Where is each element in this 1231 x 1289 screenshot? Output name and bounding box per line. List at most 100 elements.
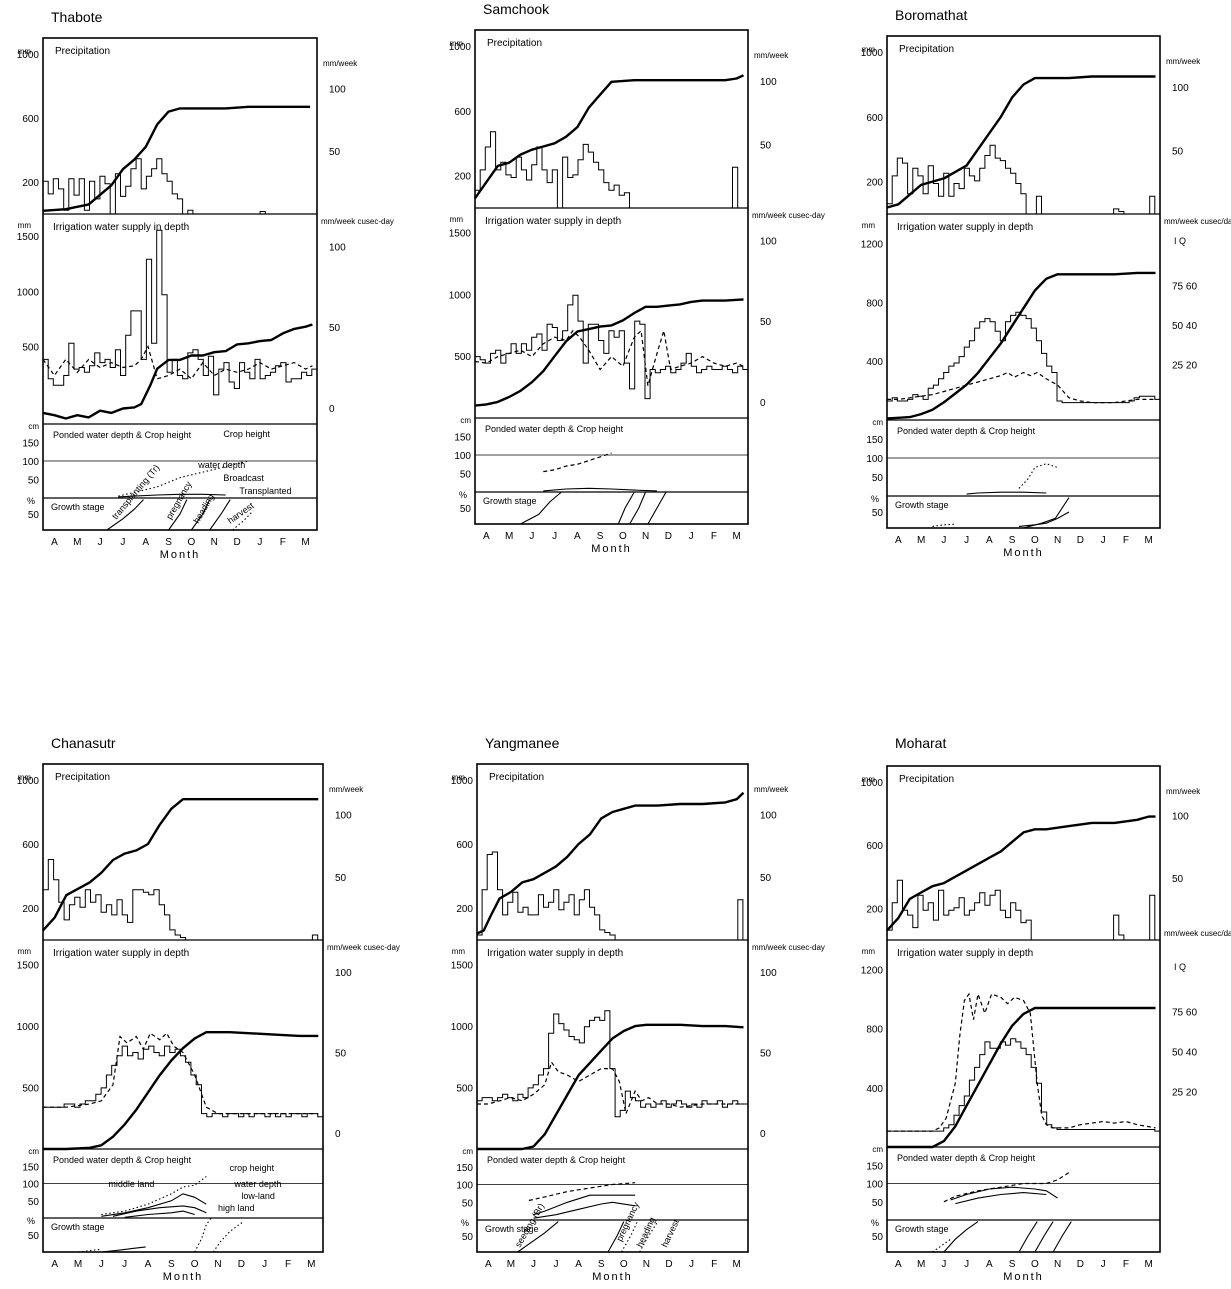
irr-right-tick: 75 60 bbox=[1172, 281, 1197, 292]
growth-tick: 50 bbox=[462, 1232, 474, 1243]
chart-frame bbox=[42, 37, 318, 531]
ponded-unit: cm bbox=[872, 1145, 883, 1154]
ponded-panel-label: Ponded water depth & Crop height bbox=[53, 430, 192, 440]
month-tick: A bbox=[51, 537, 58, 548]
precip-right-tick: 100 bbox=[329, 84, 346, 95]
irr-right-tick: 50 bbox=[760, 317, 772, 328]
irr-cumulative-line bbox=[887, 1006, 1156, 1149]
precip-left-tick: 200 bbox=[454, 172, 471, 183]
month-tick: O bbox=[1031, 535, 1039, 546]
month-tick: S bbox=[598, 1259, 605, 1270]
irr-right-tick: 100 bbox=[329, 242, 346, 253]
ponded-tick: 100 bbox=[22, 1180, 39, 1191]
precip-weekly-bars bbox=[43, 158, 317, 215]
irr-weekly-supply bbox=[43, 229, 317, 396]
irr-left-tick: 1200 bbox=[861, 966, 884, 977]
precip-right-unit: mm/week bbox=[1166, 787, 1201, 796]
irr-left-unit: mm bbox=[862, 221, 876, 230]
growth-stage-curve bbox=[190, 499, 211, 531]
month-tick: M bbox=[917, 535, 925, 546]
irr-right-unit: mm/week cusec-day bbox=[321, 217, 394, 226]
month-tick: M bbox=[307, 1259, 315, 1270]
irr-panel-label: Irrigation water supply in depth bbox=[485, 216, 621, 227]
ponded-panel-label: Ponded water depth & Crop height bbox=[897, 1153, 1036, 1163]
x-axis-label: Month bbox=[160, 549, 201, 561]
irr-left-tick: 800 bbox=[866, 298, 883, 309]
ponded-tick: 50 bbox=[872, 1198, 884, 1209]
irr-left-tick: 500 bbox=[456, 1084, 473, 1095]
month-tick: O bbox=[620, 1259, 628, 1270]
month-tick: D bbox=[238, 1259, 245, 1270]
ponded-dotted-line bbox=[118, 460, 249, 497]
ponded-unit: cm bbox=[28, 422, 39, 431]
precip-left-unit: mm bbox=[862, 775, 876, 784]
growth-stage-curve bbox=[621, 1221, 638, 1253]
ponded-unit: cm bbox=[28, 1147, 39, 1156]
x-axis-label: Month bbox=[591, 543, 632, 555]
growth-panel-label: Growth stage bbox=[485, 1224, 539, 1234]
ponded-solid-line bbox=[533, 1201, 636, 1219]
precip-panel-label: Precipitation bbox=[487, 38, 542, 49]
ponded-panel-label: Ponded water depth & Crop height bbox=[487, 1155, 626, 1165]
precip-weekly-bars bbox=[887, 144, 1160, 215]
ponded-tick: 150 bbox=[866, 435, 883, 446]
ponded-tick: 50 bbox=[28, 476, 40, 487]
month-tick: J bbox=[554, 1259, 559, 1270]
chart-annotation: heading bbox=[191, 492, 216, 525]
month-tick: S bbox=[168, 1259, 175, 1270]
growth-stage-curve bbox=[517, 1221, 559, 1253]
chart-title: Moharat bbox=[895, 735, 946, 751]
chart-chanasutr: ChanasutrPrecipitationmmmm/week100060020… bbox=[17, 735, 400, 1283]
ponded-unit: cm bbox=[460, 416, 471, 425]
month-tick: S bbox=[1009, 1259, 1016, 1270]
precip-right-tick: 50 bbox=[329, 147, 341, 158]
precip-panel-label: Precipitation bbox=[55, 772, 110, 783]
x-axis-label: Month bbox=[163, 1271, 204, 1283]
ponded-dashed-line bbox=[543, 452, 612, 473]
ponded-dotted-line bbox=[101, 1176, 207, 1216]
growth-stage-curve bbox=[1052, 1221, 1072, 1253]
month-tick: M bbox=[732, 531, 740, 542]
growth-panel-label: Growth stage bbox=[895, 1224, 949, 1234]
precip-right-tick: 100 bbox=[1172, 83, 1189, 94]
month-tick: N bbox=[211, 537, 218, 548]
month-tick: A bbox=[895, 535, 902, 546]
ponded-unit: cm bbox=[462, 1147, 473, 1156]
ponded-tick: 100 bbox=[456, 1181, 473, 1192]
ponded-solid-line bbox=[124, 1210, 195, 1218]
irr-cumulative-line bbox=[43, 1031, 319, 1151]
ponded-tick: 100 bbox=[22, 457, 39, 468]
precip-left-tick: 1000 bbox=[451, 776, 474, 787]
irr-left-tick: 1000 bbox=[17, 287, 40, 298]
irr-left-unit: mm bbox=[18, 947, 32, 956]
irr-cumulative-line bbox=[474, 298, 744, 407]
chart-annotation: Transplanted bbox=[239, 486, 291, 496]
irr-left-tick: 500 bbox=[454, 352, 471, 363]
irr-right-tick: 50 40 bbox=[1172, 321, 1197, 332]
growth-stage-curve bbox=[1018, 511, 1070, 527]
precip-panel-label: Precipitation bbox=[55, 46, 110, 57]
chart-annotation: water depth bbox=[233, 1179, 281, 1189]
growth-stage-curve bbox=[943, 1221, 979, 1253]
ponded-dashed-line bbox=[528, 1182, 636, 1202]
month-tick: O bbox=[188, 537, 196, 548]
precip-right-tick: 100 bbox=[760, 810, 777, 821]
ponded-dotted-line bbox=[1018, 463, 1058, 489]
growth-panel-label: Growth stage bbox=[895, 500, 949, 510]
irr-left-unit: mm bbox=[450, 215, 464, 224]
precip-cumulative-line bbox=[42, 798, 319, 932]
month-tick: F bbox=[280, 537, 286, 548]
month-tick: O bbox=[619, 531, 627, 542]
month-tick: A bbox=[575, 1259, 582, 1270]
precip-right-unit: mm/week bbox=[323, 59, 358, 68]
ponded-tick: 50 bbox=[460, 470, 472, 481]
irr-panel-label: Irrigation water supply in depth bbox=[53, 222, 189, 233]
chart-annotation: transplanting (Tr) bbox=[110, 463, 162, 522]
chart-annotation: water depth bbox=[197, 460, 245, 470]
month-tick: J bbox=[257, 537, 262, 548]
precip-left-unit: mm bbox=[862, 45, 876, 54]
growth-stage-curve bbox=[607, 1221, 625, 1253]
month-tick: J bbox=[529, 531, 534, 542]
month-tick: F bbox=[285, 1259, 291, 1270]
irr-right-tick: 50 bbox=[760, 1049, 772, 1060]
